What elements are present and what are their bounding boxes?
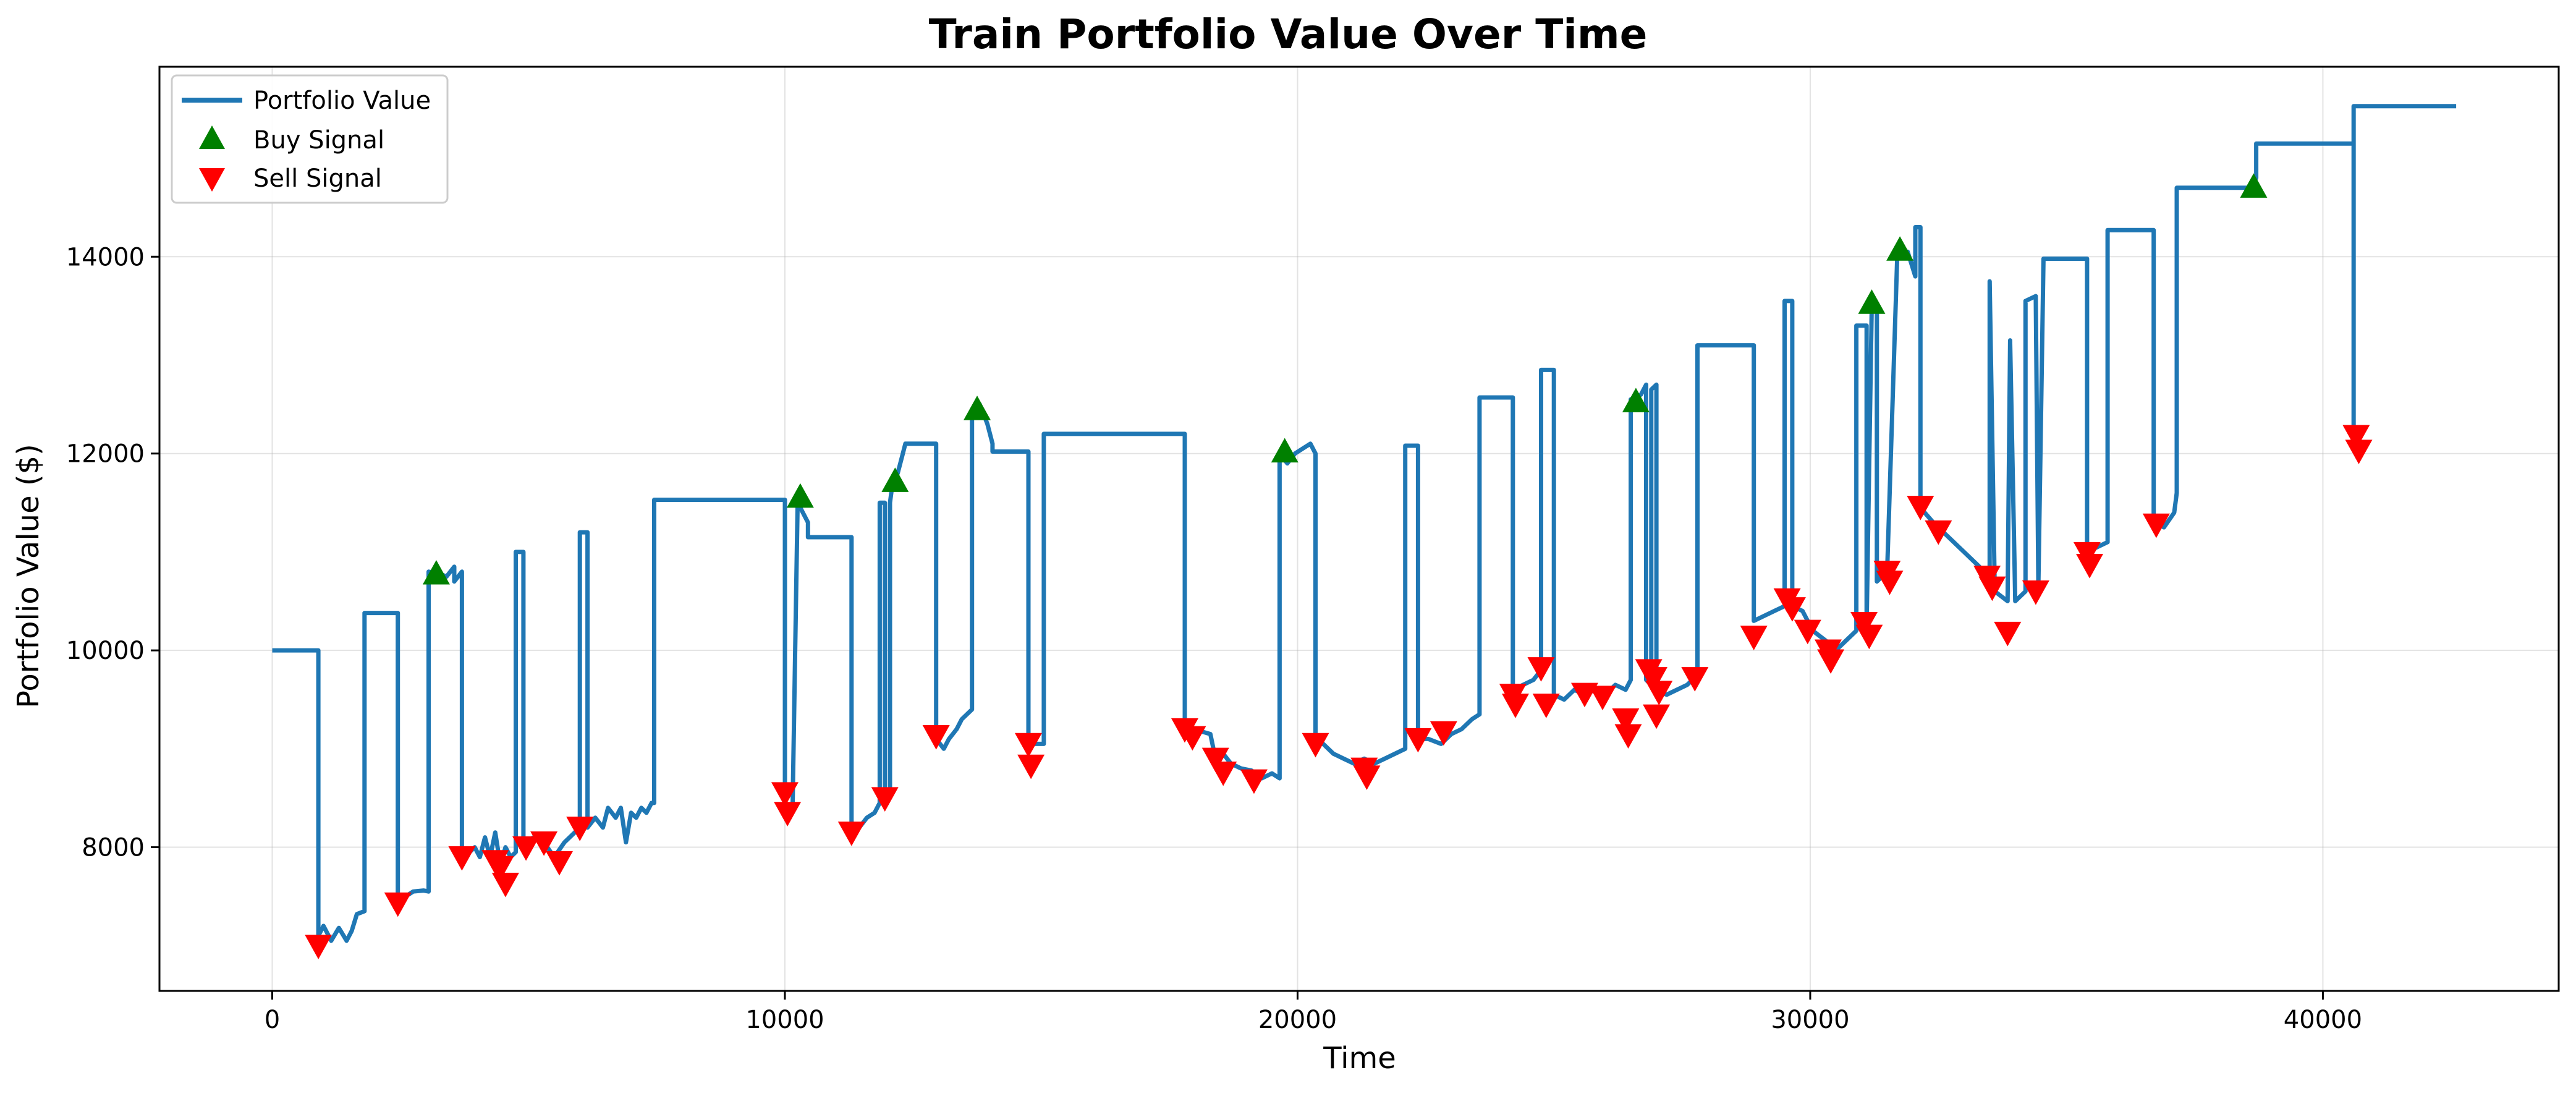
sell-signal-marker [491, 872, 519, 898]
sell-signal-marker [566, 817, 594, 841]
sell-signal-marker [1978, 576, 2006, 601]
legend-sell-marker [199, 168, 225, 192]
sell-signal-marker [1527, 657, 1555, 682]
legend-sell-label: Sell Signal [253, 164, 382, 193]
y-tick-label: 8000 [82, 834, 145, 862]
sell-signal-marker [871, 787, 899, 812]
sell-signal-marker [1501, 694, 1529, 718]
tick-layer: 0 10000 20000 30000 40000 8000 10000 12000 14000 [66, 243, 2362, 1034]
sell-signal-marker [922, 725, 950, 750]
x-tick-label: 30000 [1771, 1006, 1849, 1034]
sell-signal-marker [2022, 580, 2049, 605]
sell-signal-marker [512, 836, 540, 861]
sell-signal-marker [1876, 571, 1904, 595]
legend-box [171, 74, 449, 204]
sell-signal-marker [384, 892, 412, 917]
y-tick-label: 12000 [66, 440, 145, 469]
sell-signal-marker [1855, 624, 1883, 650]
sell-signal-marker [1925, 520, 1952, 545]
sell-signal-marker [2345, 440, 2373, 464]
sell-signal-marker [1014, 733, 1042, 758]
sell-signal-marker [1994, 621, 2022, 647]
sell-signal-marker [1817, 649, 1845, 674]
y-axis-label: Portfolio Value ($) [11, 444, 46, 708]
sell-signal-marker [448, 846, 476, 871]
sell-signal-marker [1589, 686, 1617, 710]
sell-signal-marker [2142, 513, 2170, 538]
sell-signal-marker [1404, 728, 1432, 753]
sell-signal-marker [1778, 597, 1806, 622]
marker-layer [305, 173, 2373, 959]
sell-signal-marker [1740, 626, 1768, 650]
y-tick-label: 10000 [66, 637, 145, 665]
x-tick-label: 40000 [2284, 1006, 2362, 1034]
sell-signal-marker [774, 802, 802, 826]
sell-signal-marker [1532, 694, 1560, 718]
sell-signal-marker [1850, 611, 1878, 637]
sell-signal-marker [1907, 496, 1934, 520]
buy-signal-marker [881, 467, 909, 492]
buy-signal-marker [2240, 173, 2268, 198]
sell-signal-marker [1681, 667, 1709, 692]
sell-signal-marker [1201, 747, 1229, 773]
x-tick-label: 20000 [1258, 1006, 1337, 1034]
sell-signal-marker [530, 831, 558, 856]
sell-signal-marker [1612, 708, 1640, 733]
legend-portfolio-label: Portfolio Value [253, 87, 431, 115]
sell-signal-marker [305, 935, 333, 959]
legend: Portfolio Value Buy Signal Sell Signal [171, 74, 449, 204]
sell-signal-marker [771, 782, 799, 807]
buy-signal-marker [1271, 438, 1299, 463]
sell-signal-marker [1614, 724, 1642, 749]
sell-signal-marker [1210, 761, 1237, 786]
buy-signal-marker [422, 559, 450, 585]
sell-signal-marker [837, 822, 865, 846]
buy-signal-marker [1858, 289, 1886, 314]
sell-signal-marker [1794, 619, 1821, 645]
sell-signal-marker [1017, 754, 1045, 780]
x-tick-label: 0 [265, 1006, 280, 1034]
buy-signal-marker [1622, 388, 1650, 412]
legend-buy-label: Buy Signal [253, 126, 384, 155]
legend-buy-marker [199, 125, 225, 149]
buy-signal-marker [786, 483, 814, 508]
sell-signal-marker [1645, 681, 1673, 705]
sell-signal-marker [1643, 704, 1671, 729]
sell-signal-marker [546, 851, 573, 876]
buy-signal-marker [1886, 236, 1914, 261]
sell-signal-marker [1640, 667, 1667, 692]
buy-signal-marker [964, 396, 991, 420]
sell-signal-marker [1302, 733, 1329, 758]
sell-signal-marker [486, 856, 514, 881]
y-tick-label: 14000 [66, 243, 145, 271]
chart-title: Train Portfolio Value Over Time [929, 11, 1648, 58]
sell-signal-marker [1353, 765, 1381, 790]
sell-signal-marker [1240, 769, 1268, 794]
plot-frame [158, 66, 2560, 992]
x-tick-label: 10000 [745, 1006, 824, 1034]
sell-signal-marker [2076, 554, 2104, 579]
sell-signal-marker [2342, 425, 2370, 450]
x-axis-label: Time [1323, 1041, 1396, 1076]
sell-signal-marker [1430, 721, 1457, 746]
sell-signal-marker [1179, 726, 1206, 751]
